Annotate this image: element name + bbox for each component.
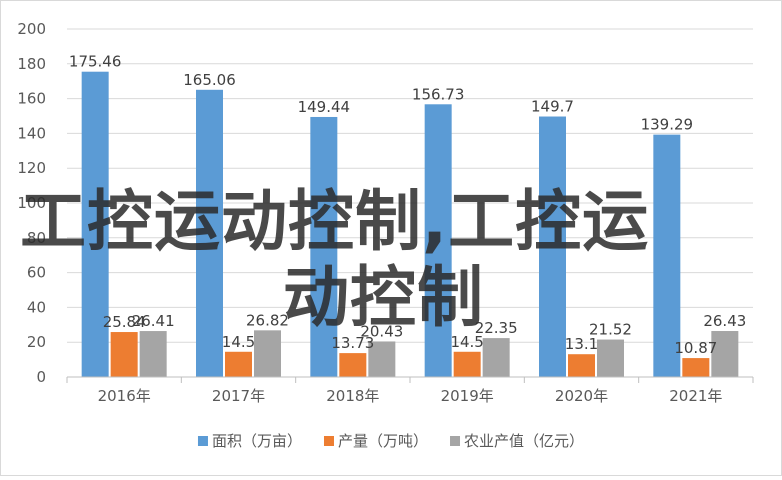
bar-3 [368, 341, 396, 377]
bar-1 [196, 89, 223, 378]
legend: 面积（万亩） 产量（万吨） 农业产值（亿元） [197, 432, 584, 450]
y-axis-ticks: 0 20 40 60 80 100 120 140 160 180 200 [17, 20, 46, 386]
data-label: 14.5 [222, 333, 255, 351]
data-labels: 175.46 165.06 149.44 156.73 149.7 139.29 25.84… [69, 53, 746, 357]
data-label: 26.43 [703, 312, 746, 330]
y-tick-label: 100 [17, 194, 46, 212]
data-label: 156.73 [412, 85, 465, 103]
legend-label: 农业产值（亿元） [464, 432, 584, 450]
bars [81, 71, 739, 378]
legend-swatch [323, 436, 334, 446]
legend-item: 产量（万吨） [323, 432, 428, 450]
x-tick-label: 2019年 [441, 387, 494, 405]
bar-3 [254, 330, 281, 377]
bar-3 [482, 338, 510, 377]
bar-2 [682, 358, 710, 377]
x-axis: 2016年 2017年 2018年 2019年 2020年 2021年 [66, 376, 754, 405]
x-tick-label: 2020年 [555, 387, 608, 405]
legend-swatch [197, 436, 208, 446]
bar-3 [139, 331, 167, 377]
gridlines [67, 28, 753, 343]
bar-2 [225, 351, 252, 377]
data-label: 149.7 [531, 98, 574, 116]
x-tick-label: 2017年 [212, 387, 265, 405]
data-label: 21.52 [589, 321, 632, 339]
bar-2 [339, 353, 367, 377]
data-label: 14.5 [450, 333, 483, 351]
y-tick-label: 180 [17, 55, 46, 73]
y-tick-label: 60 [27, 264, 46, 282]
y-tick-label: 120 [17, 159, 46, 177]
data-label: 10.87 [674, 339, 717, 357]
legend-label: 面积（万亩） [212, 432, 302, 450]
legend-item: 面积（万亩） [197, 432, 302, 450]
y-tick-label: 160 [17, 90, 46, 108]
y-tick-label: 80 [27, 229, 46, 247]
data-label: 22.35 [475, 319, 518, 337]
bar-1 [424, 104, 452, 378]
bar-2 [453, 351, 481, 377]
bar-1 [81, 71, 109, 378]
data-label: 26.41 [132, 312, 175, 330]
legend-label: 产量（万吨） [338, 432, 428, 450]
data-label: 165.06 [183, 71, 236, 89]
x-tick-label: 2016年 [98, 387, 151, 405]
y-tick-label: 0 [36, 368, 46, 386]
data-label: 13.1 [565, 335, 598, 353]
bar-3 [597, 339, 624, 377]
y-tick-label: 20 [27, 333, 46, 351]
data-label: 149.44 [298, 98, 351, 116]
y-tick-label: 40 [27, 298, 46, 316]
legend-item: 农业产值（亿元） [450, 432, 584, 450]
bar-1 [539, 116, 566, 377]
data-label: 175.46 [69, 53, 122, 71]
y-tick-label: 140 [17, 124, 46, 142]
data-label: 25.84 [103, 313, 146, 331]
bar-2 [110, 332, 138, 377]
x-tick-label: 2018年 [326, 387, 379, 405]
data-label: 139.29 [641, 116, 694, 134]
data-label: 26.82 [246, 311, 289, 329]
data-label: 20.43 [360, 322, 403, 340]
bar-3 [711, 331, 739, 377]
y-tick-label: 200 [17, 20, 46, 38]
bar-1 [653, 134, 681, 377]
x-tick-label: 2021年 [669, 387, 722, 405]
legend-swatch [450, 436, 461, 446]
bar-2 [568, 354, 595, 377]
bar-1 [310, 116, 338, 378]
data-label: 13.73 [331, 334, 374, 352]
